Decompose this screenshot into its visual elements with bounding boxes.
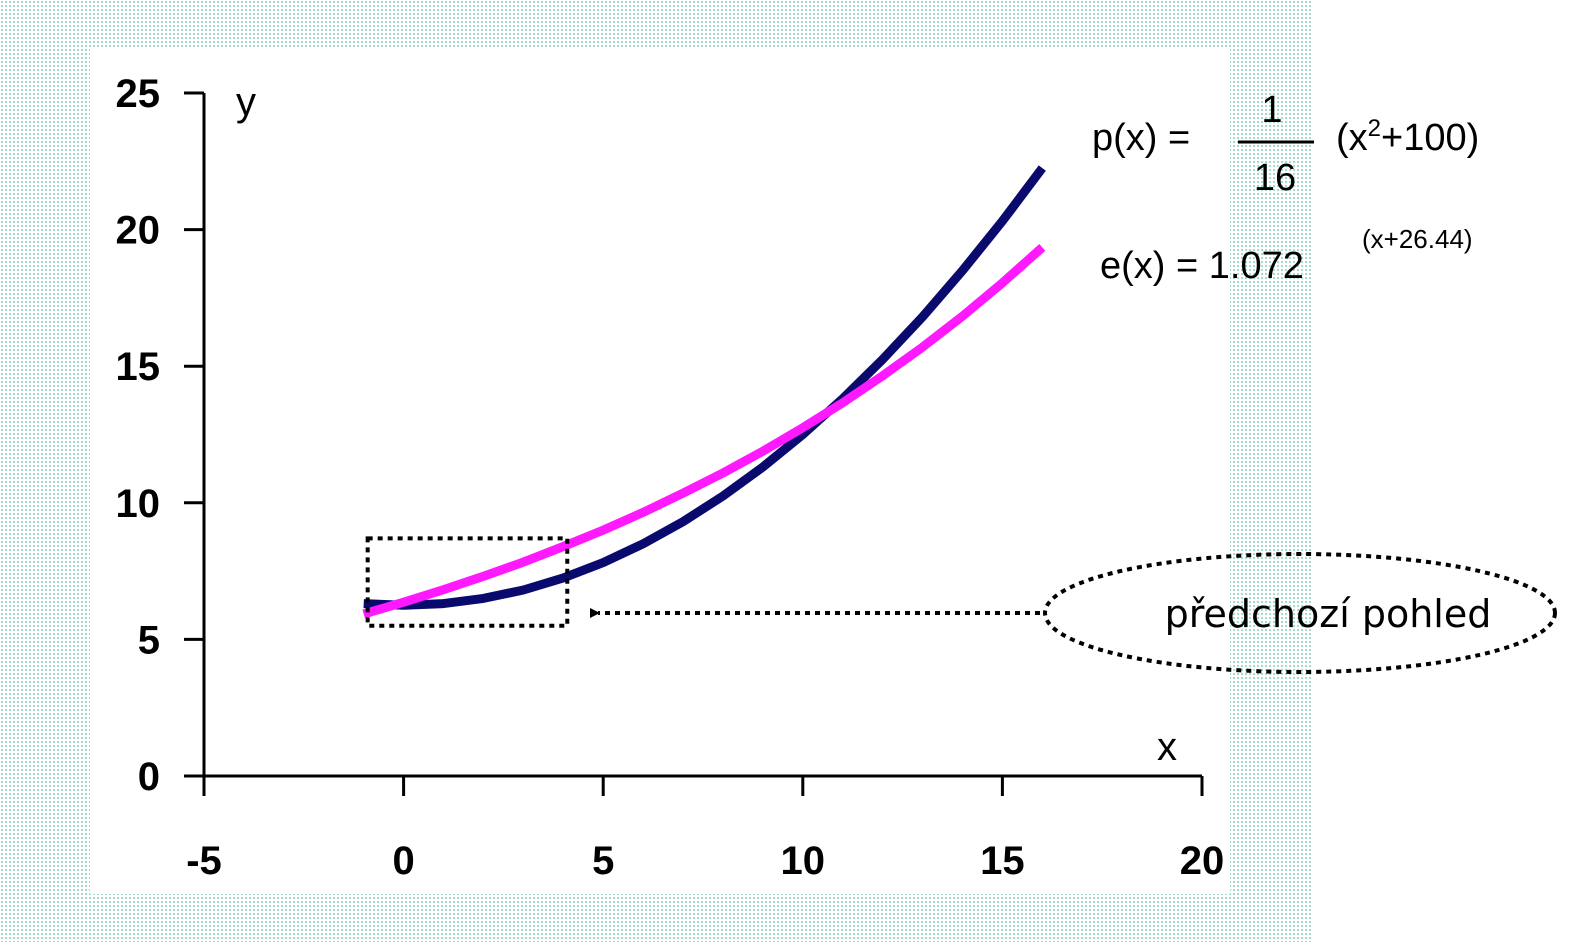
previous-view-box [365,536,570,628]
x-tick-label: -5 [186,839,222,883]
p-formula-denominator: 16 [1254,157,1296,199]
y-tick-label: 15 [116,345,161,389]
p-formula: p(x) = 1 16 (x2+100) [1092,89,1479,199]
chart-panel [90,48,1230,894]
y-tick-label: 0 [138,755,160,799]
p-series-line [363,165,1046,610]
y-tick-label: 20 [116,209,161,253]
e-formula-lhs: e(x) = 1.072 [1100,245,1304,287]
e-formula: e(x) = 1.072 (x+26.44) [1100,224,1473,287]
x-tick-label: 15 [980,839,1025,883]
x-axis-label: x [1157,725,1177,769]
p-formula-numerator: 1 [1261,89,1282,131]
callout-label: předchozí pohled [1165,592,1492,636]
y-tick-label: 5 [138,618,160,662]
callout-ellipse [1043,552,1557,674]
x-tick-label: 0 [392,839,414,883]
e-formula-exponent: (x+26.44) [1362,224,1473,254]
x-tick-label: 20 [1180,839,1225,883]
y-axis-label: y [236,80,256,124]
p-formula-rhs-open: (x [1336,117,1368,159]
ticks: -5 0 5 10 15 20 0 5 10 15 20 25 [116,72,1225,883]
p-formula-exponent: 2 [1368,115,1381,142]
p-formula-rhs-close: +100) [1381,117,1479,159]
y-tick-label: 10 [116,482,161,526]
x-tick-label: 5 [592,839,614,883]
series [362,165,1046,619]
x-tick-label: 10 [781,839,826,883]
previous-view-callout: předchozí pohled [365,536,1557,674]
y-tick-label: 25 [116,72,161,116]
e-series-line [362,244,1046,619]
p-formula-lhs: p(x) = [1092,117,1190,159]
axes [202,93,1202,778]
p-formula-rhs: (x2+100) [1336,115,1479,159]
